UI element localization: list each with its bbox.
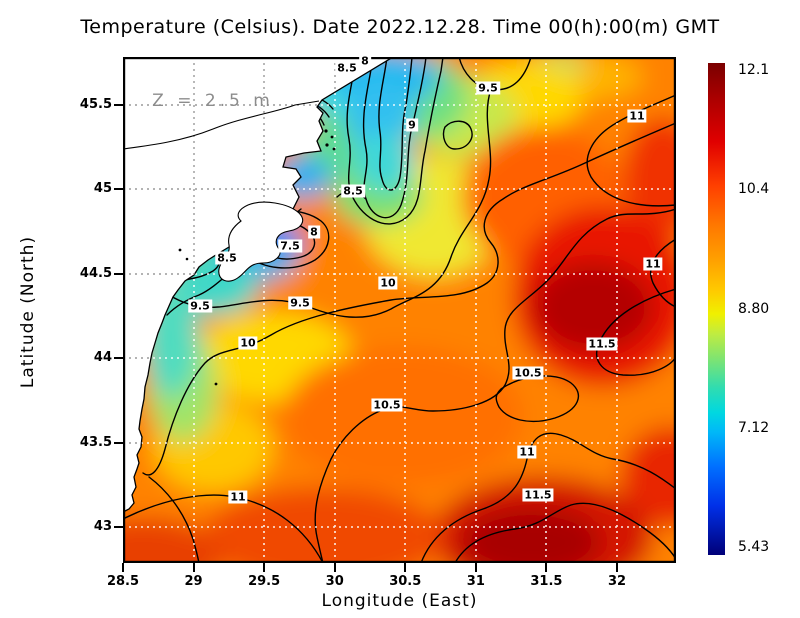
y-axis-title: Latitude (North) [18, 235, 38, 389]
x-tick-mark [545, 563, 548, 572]
y-tick-mark [114, 526, 123, 528]
map-plot-area [122, 56, 677, 564]
y-tick-label: 43.5 [79, 434, 112, 450]
colorbar-tick-label: 12.1 [738, 62, 770, 78]
x-tick-label: 32 [607, 574, 627, 589]
contour-label: 8 [308, 225, 320, 239]
y-tick-mark [114, 188, 123, 191]
contour-label: 11.5 [522, 488, 554, 502]
contour-label: 11.5 [586, 337, 618, 351]
coastline-details [122, 100, 320, 282]
plot-frame [122, 56, 677, 564]
contour-label: 8.5 [335, 61, 359, 75]
y-tick-label: 45.5 [79, 97, 112, 112]
contour-label: 8.5 [341, 184, 365, 198]
x-tick-label: 28.5 [106, 574, 140, 589]
x-tick-mark [263, 563, 266, 572]
contour-label: 11 [517, 445, 537, 459]
colorbar [708, 63, 725, 555]
graticule-sea [123, 57, 676, 563]
x-tick-label: 29 [184, 574, 203, 589]
x-axis-title: Longitude (East) [321, 591, 478, 611]
danube-river-line [122, 100, 320, 150]
y-tick-label: 45 [93, 181, 112, 197]
y-tick-label: 43 [93, 519, 112, 534]
sea-temperature-field [123, 57, 676, 563]
colorbar-tick-label: 10.4 [738, 181, 770, 198]
contour-label: 10.5 [371, 398, 403, 412]
contour-label: 9.5 [476, 81, 500, 95]
x-tick-label: 31 [466, 574, 485, 589]
contour-label: 8 [359, 54, 371, 68]
contour-label: 9.5 [188, 299, 212, 313]
lagoon-lake [218, 201, 304, 282]
colorbar-tick-label: 8.80 [738, 300, 770, 317]
temperature-map [122, 56, 677, 564]
contour-label: 11 [228, 490, 248, 504]
contour-label: 10.5 [512, 366, 544, 380]
colorbar-tick-label: 5.43 [738, 539, 770, 555]
plot-title: Temperature (Celsius). Date 2022.12.28. … [80, 16, 720, 38]
x-tick-label: 30.5 [389, 574, 422, 589]
y-tick-mark [114, 357, 123, 360]
x-tick-mark [122, 563, 124, 572]
x-tick-mark [474, 563, 477, 572]
x-tick-mark [615, 563, 618, 572]
x-tick-mark [192, 563, 195, 572]
y-tick-label: 44.5 [79, 265, 112, 281]
contour-label: 11 [643, 257, 663, 271]
islet-dots [178, 129, 336, 386]
y-tick-mark [114, 104, 123, 106]
contour-label: 7.5 [278, 239, 302, 253]
y-tick-label: 44 [93, 350, 112, 366]
x-tick-label: 30 [325, 574, 344, 589]
y-tick-mark [114, 441, 123, 444]
depth-annotation: Z = 2.5 m [152, 91, 274, 111]
contour-label: 10 [378, 276, 398, 290]
contour-label: 11 [627, 109, 647, 123]
x-tick-mark [404, 563, 407, 572]
y-tick-mark [114, 272, 123, 275]
x-tick-label: 29.5 [248, 574, 281, 589]
x-tick-label: 31.5 [530, 574, 563, 589]
contour-label: 9 [406, 118, 418, 132]
colorbar-tick-label: 7.12 [738, 419, 770, 436]
x-tick-mark [333, 563, 336, 572]
contour-label: 10 [238, 336, 258, 350]
contour-label: 8.5 [215, 251, 239, 265]
contour-label: 9.5 [288, 296, 312, 310]
